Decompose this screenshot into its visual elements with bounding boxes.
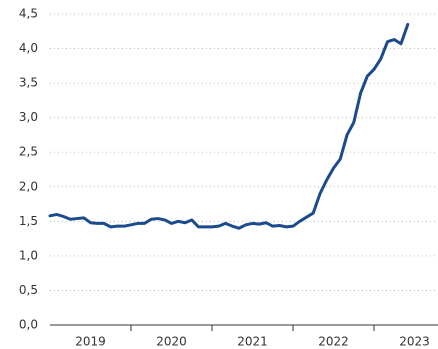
y-tick-label: 2,0 [19,179,38,193]
x-tick-label: 2020 [156,335,187,349]
y-tick-label: 0,0 [19,318,38,332]
x-tick-label: 2021 [237,335,268,349]
line-series [48,22,410,230]
x-tick-label: 2022 [318,335,349,349]
y-tick-label: 4,5 [19,7,38,21]
y-tick-label: 1,5 [19,214,38,228]
y-tick-label: 2,5 [19,145,38,159]
y-tick-label: 4,0 [19,41,38,55]
y-tick-label: 3,0 [19,110,38,124]
y-tick-label: 1,0 [19,248,38,262]
x-tick-label: 2023 [399,335,430,349]
y-tick-label: 0,5 [19,283,38,297]
x-tick-label: 2019 [75,335,106,349]
y-tick-label: 3,5 [19,76,38,90]
